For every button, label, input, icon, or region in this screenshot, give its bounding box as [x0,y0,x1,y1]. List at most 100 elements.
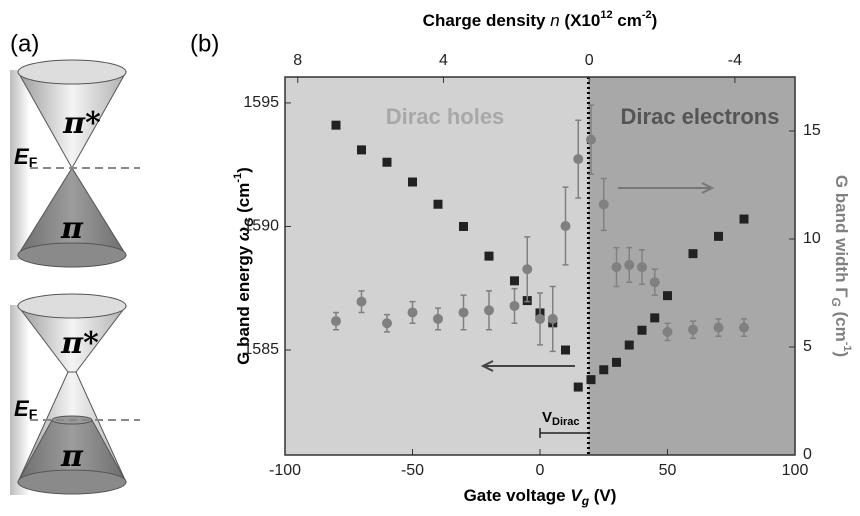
circle-marker [458,307,469,318]
annotation-part: V [542,409,552,426]
square-marker [484,251,494,261]
circle-marker [662,326,673,337]
y-tick-label: 1595 [243,94,279,111]
band-label: π [60,439,84,474]
label-part: Gate voltage [464,486,571,505]
fermi-label: EF [14,144,38,170]
circle-marker [624,259,635,270]
label-part: V [570,486,583,505]
y2-tick-label: 15 [803,122,821,139]
annotation: Dirac electrons [621,104,780,129]
cone-diagram-bottom: π* π EF [10,293,140,495]
circle-marker [611,262,622,273]
label-part: G [829,297,843,306]
circle-marker [382,318,392,329]
circle-marker [713,322,724,333]
label-part: n [550,11,559,30]
x-axis-label: Gate voltage Vg (V) [464,486,617,508]
y-axis-label: G band energy ωG (cm-1) [232,167,256,365]
label-part: G band width [832,175,851,287]
x-tick-label: -100 [269,462,301,479]
x2-axis-label: Charge density n (X1012 cm-2) [423,9,658,31]
panel-label: (a) [10,30,39,57]
plot: Dirac holes Dirac electrons VDirac [284,76,796,456]
square-marker [357,145,366,155]
holes-region [285,77,589,455]
shade [10,305,30,495]
circle-marker [637,262,647,273]
cone-rim [17,293,127,319]
circle-marker [509,300,520,311]
label-part: (cm [234,183,253,218]
square-marker [688,249,698,259]
square-marker [739,214,749,224]
label-part: ) [832,352,851,358]
label-part: G [242,218,256,227]
square-marker [714,231,723,241]
fermi-sub: F [29,406,38,422]
arrow [618,182,715,194]
circle-marker [649,277,660,288]
circle-marker [688,324,698,335]
label-part: (V) [589,486,616,505]
circle-marker [331,316,341,327]
label-part: -2 [642,9,652,21]
square-marker [510,276,519,286]
fermi-label: EF [14,396,38,422]
fermi-sub: F [29,154,38,170]
square-marker [331,120,341,130]
circle-marker [560,221,571,232]
circle-marker [433,313,443,324]
label-part: -1 [232,173,244,183]
annotation: VDirac [542,409,580,428]
square-marker [637,325,647,335]
electrons-region [588,77,795,455]
circle-marker [484,305,494,316]
square-marker [561,345,570,355]
fermi-label: E [14,144,30,169]
square-marker [663,291,672,301]
circle-marker [547,313,558,324]
square-marker [408,177,417,187]
y2-tick-label: 0 [803,446,812,463]
label-part: ω [234,227,253,241]
cone-rim [17,59,127,85]
annotation: Dirac holes [386,104,505,129]
x-tick-label: 100 [782,462,809,479]
x-tick-label: 50 [659,462,677,479]
arrow [480,360,575,372]
y-tick-label: 1585 [243,341,279,358]
circle-marker [739,322,749,333]
label-part: -1 [841,342,853,352]
square-marker [599,365,609,375]
circle-marker [535,313,545,324]
x-tick-label: -50 [401,462,424,479]
x2-tick-label: 0 [585,52,594,69]
circle-marker [407,307,418,318]
vdirac-bracket [539,428,589,438]
band-label: π* [62,106,101,141]
x-tick-label: 0 [536,462,545,479]
x2-tick-label: -4 [728,52,742,69]
shade [10,70,30,260]
circle-marker [573,154,584,165]
label-part: cm [613,11,642,30]
square-marker [586,375,596,385]
circle-marker [598,199,609,210]
x2-tick-label: 8 [293,52,302,69]
y2-tick-label: 10 [803,230,821,247]
square-marker [624,340,634,350]
square-marker [612,357,621,367]
label-part: Γ [832,287,851,297]
label-part: (X10 [560,11,601,30]
square-marker [459,221,468,231]
cone-diagram-top: π* π EF [10,59,140,268]
circle-marker [356,296,367,307]
label-part: ) [234,167,253,173]
square-marker [382,157,392,167]
cone-base [17,242,127,268]
annotation-part: Dirac [552,416,580,428]
square-marker [433,199,443,209]
label-part: g [581,494,590,508]
